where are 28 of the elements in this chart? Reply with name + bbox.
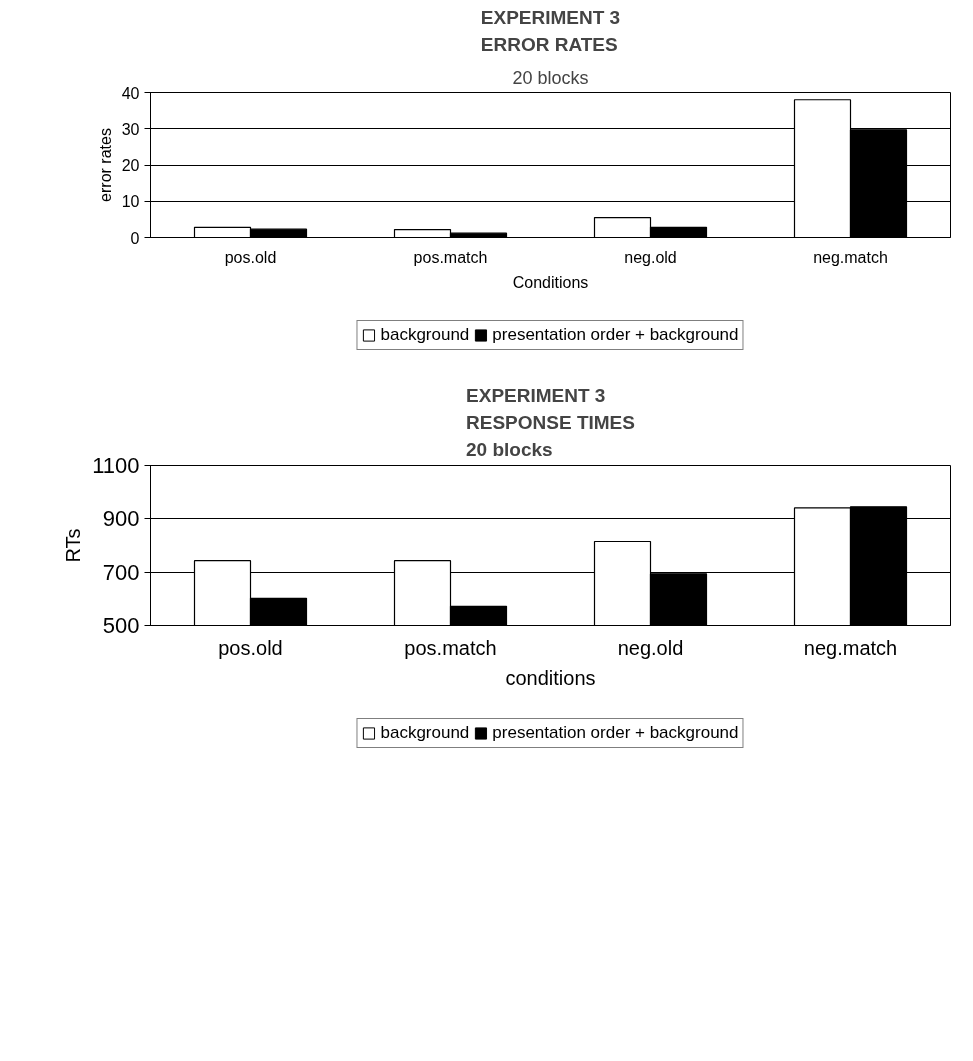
- legend-label: background: [380, 723, 470, 743]
- y-tick-label: 900: [102, 506, 140, 532]
- y-tick-label: 0: [130, 229, 140, 247]
- y-tick-label: 1100: [92, 453, 140, 478]
- x-tick-label: pos.match: [404, 636, 497, 659]
- x-tick-label: neg.old: [624, 248, 677, 266]
- y-tick-label: 20: [121, 157, 140, 174]
- y-tick-label: 30: [121, 120, 140, 138]
- x-axis-title: conditions: [505, 666, 596, 689]
- chart-title: EXPERIMENT 3 RESPONSE TIMES 20 blocks: [466, 384, 635, 461]
- y-tick-label: 10: [121, 193, 140, 211]
- y-tick-label: 500: [102, 613, 140, 638]
- y-tick-label: 40: [121, 84, 140, 102]
- y-axis-title: RTs: [62, 528, 85, 563]
- y-axis-title: error rates: [96, 128, 114, 202]
- legend-label: presentation order + background: [492, 723, 739, 743]
- x-tick-label: neg.old: [617, 636, 684, 659]
- x-tick-label: pos.match: [413, 248, 488, 266]
- y-tick-label: 700: [102, 559, 140, 585]
- x-tick-label: neg.match: [813, 248, 888, 266]
- x-tick-label: pos.old: [218, 636, 283, 659]
- legend-label: background: [380, 325, 470, 345]
- x-tick-label: pos.old: [224, 248, 277, 266]
- chart-title: EXPERIMENT 3 ERROR RATES: [480, 7, 621, 56]
- x-tick-label: neg.match: [803, 636, 898, 659]
- chart-subtitle: 20 blocks: [512, 67, 589, 88]
- x-axis-title: Conditions: [512, 273, 589, 291]
- legend-label: presentation order + background: [492, 325, 739, 345]
